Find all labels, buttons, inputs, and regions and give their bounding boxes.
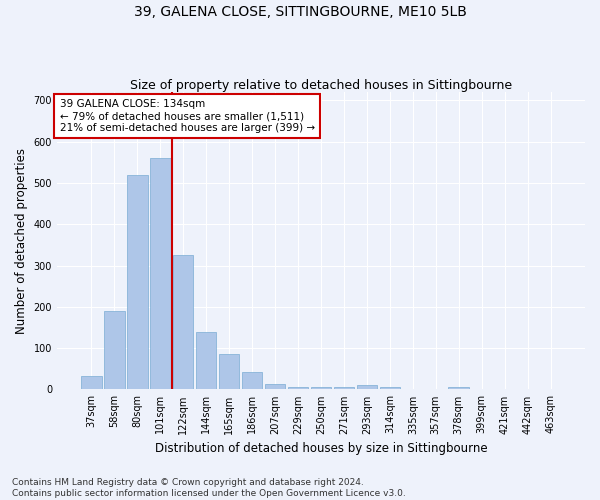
Text: 39, GALENA CLOSE, SITTINGBOURNE, ME10 5LB: 39, GALENA CLOSE, SITTINGBOURNE, ME10 5L… [134, 5, 466, 19]
Bar [356, 386, 377, 390]
Bar [173, 255, 193, 390]
Bar [127, 174, 148, 390]
Bar [219, 354, 239, 390]
Text: 39 GALENA CLOSE: 134sqm
← 79% of detached houses are smaller (1,511)
21% of semi: 39 GALENA CLOSE: 134sqm ← 79% of detache… [59, 100, 314, 132]
X-axis label: Distribution of detached houses by size in Sittingbourne: Distribution of detached houses by size … [155, 442, 487, 455]
Bar [81, 376, 101, 390]
Bar [265, 384, 286, 390]
Bar [448, 388, 469, 390]
Title: Size of property relative to detached houses in Sittingbourne: Size of property relative to detached ho… [130, 79, 512, 92]
Bar [150, 158, 170, 390]
Bar [380, 388, 400, 390]
Bar [334, 388, 354, 390]
Y-axis label: Number of detached properties: Number of detached properties [15, 148, 28, 334]
Bar [287, 388, 308, 390]
Bar [196, 332, 217, 390]
Text: Contains HM Land Registry data © Crown copyright and database right 2024.
Contai: Contains HM Land Registry data © Crown c… [12, 478, 406, 498]
Bar [311, 388, 331, 390]
Bar [104, 311, 125, 390]
Bar [242, 372, 262, 390]
